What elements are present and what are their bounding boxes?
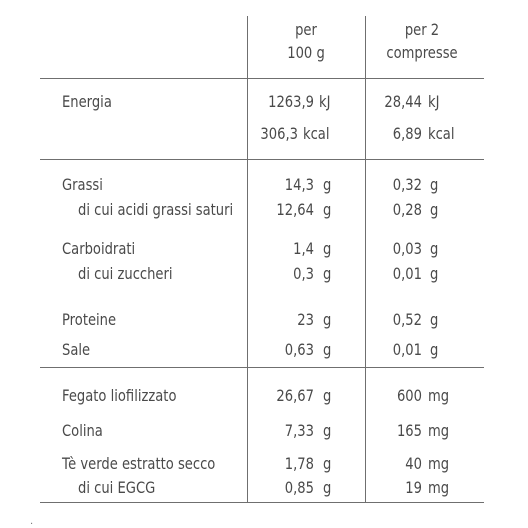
row-label: Carboidrati <box>62 239 136 258</box>
unit-per-2-tablets: g <box>430 175 439 194</box>
row-label: Tè verde estratto secco <box>62 454 216 473</box>
value-per-100g: 1,78 <box>284 454 314 473</box>
row-label: di cui EGCG <box>78 478 156 497</box>
unit-per-100g: g <box>323 478 332 497</box>
value-per-100g: 26,67 <box>276 386 314 405</box>
value-per-2-tablets: 0,28 <box>392 200 422 219</box>
value-per-100g: 7,33 <box>284 421 314 440</box>
value-per-2-tablets: 6,89 <box>392 124 422 143</box>
unit-per-2-tablets: mg <box>428 478 450 497</box>
value-per-2-tablets: 0,52 <box>392 310 422 329</box>
unit-per-2-tablets: mg <box>428 421 450 440</box>
unit-per-100g: g <box>323 340 332 359</box>
unit-per-2-tablets: kJ <box>428 92 440 111</box>
row-label: Sale <box>62 340 91 359</box>
row-label: di cui acidi grassi saturi <box>78 200 234 219</box>
header-col1-line1: per <box>295 20 317 39</box>
value-per-100g: 0,63 <box>284 340 314 359</box>
row-divider <box>40 78 484 79</box>
unit-per-2-tablets: mg <box>428 454 450 473</box>
value-per-2-tablets: 28,44 <box>384 92 422 111</box>
row-label: Proteine <box>62 310 117 329</box>
unit-per-100g: g <box>323 175 332 194</box>
value-per-100g: 306,3 <box>260 124 298 143</box>
value-per-100g: 23 <box>297 310 314 329</box>
column-divider <box>247 16 248 503</box>
value-per-2-tablets: 600 <box>396 386 422 405</box>
unit-per-2-tablets: g <box>430 239 439 258</box>
unit-per-100g: g <box>323 239 332 258</box>
column-divider <box>365 16 366 503</box>
row-label: Energia <box>62 92 112 111</box>
unit-per-100g: g <box>323 264 332 283</box>
value-per-2-tablets: 19 <box>405 478 422 497</box>
value-per-2-tablets: 0,01 <box>392 264 422 283</box>
unit-per-2-tablets: kcal <box>428 124 455 143</box>
value-per-2-tablets: 0,03 <box>392 239 422 258</box>
header-col2-line1: per 2 <box>404 20 440 39</box>
row-label: Colina <box>62 421 103 440</box>
unit-per-100g: kcal <box>303 124 330 143</box>
value-per-2-tablets: 0,01 <box>392 340 422 359</box>
value-per-2-tablets: 0,32 <box>392 175 422 194</box>
unit-per-2-tablets: g <box>430 310 439 329</box>
unit-per-2-tablets: g <box>430 340 439 359</box>
value-per-100g: 14,3 <box>284 175 314 194</box>
value-per-100g: 12,64 <box>276 200 314 219</box>
unit-per-100g: g <box>323 454 332 473</box>
footer-mark: . <box>30 516 34 527</box>
row-label: Grassi <box>62 175 103 194</box>
header-col1-line2: 100 g <box>287 43 325 62</box>
unit-per-100g: g <box>323 310 332 329</box>
value-per-2-tablets: 165 <box>396 421 422 440</box>
row-label: di cui zuccheri <box>78 264 173 283</box>
unit-per-100g: kJ <box>319 92 331 111</box>
unit-per-100g: g <box>323 421 332 440</box>
row-divider <box>40 159 484 160</box>
value-per-100g: 0,3 <box>293 264 314 283</box>
row-divider <box>40 367 484 368</box>
unit-per-2-tablets: mg <box>428 386 450 405</box>
value-per-2-tablets: 40 <box>405 454 422 473</box>
row-label: Fegato liofilizzato <box>62 386 177 405</box>
row-divider <box>40 502 484 503</box>
value-per-100g: 1,4 <box>293 239 314 258</box>
unit-per-2-tablets: g <box>430 200 439 219</box>
unit-per-100g: g <box>323 386 332 405</box>
value-per-100g: 0,85 <box>284 478 314 497</box>
unit-per-100g: g <box>323 200 332 219</box>
header-col2-line2: compresse <box>386 43 458 62</box>
value-per-100g: 1263,9 <box>268 92 314 111</box>
unit-per-2-tablets: g <box>430 264 439 283</box>
